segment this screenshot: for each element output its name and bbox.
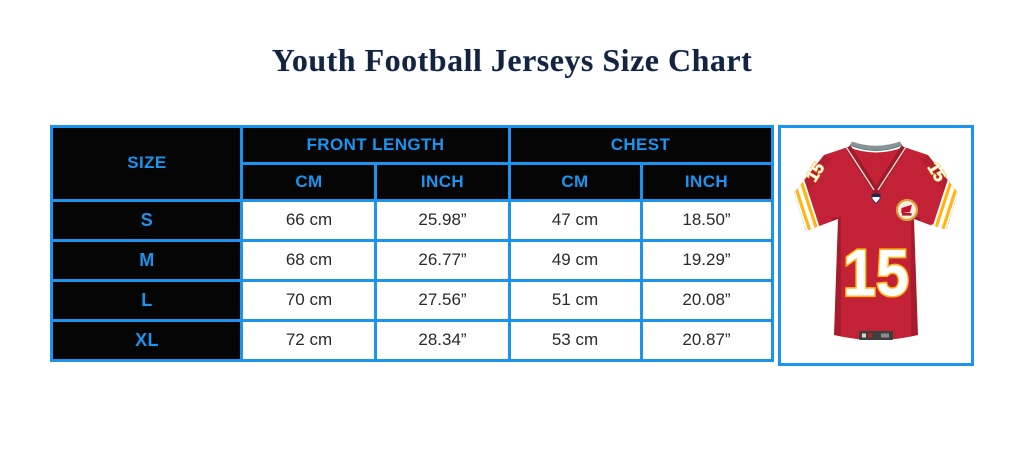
size-chart-section: SIZE FRONT LENGTH CHEST CM INCH CM INCH … <box>0 124 1024 366</box>
header-front-inch: INCH <box>374 161 511 202</box>
table-row-xl: XL 72 cm 28.34” 53 cm 20.87” <box>50 318 774 362</box>
size-cell: XL <box>50 318 244 362</box>
header-chest: CHEST <box>507 124 774 165</box>
size-chart-table: SIZE FRONT LENGTH CHEST CM INCH CM INCH … <box>50 124 774 362</box>
jersey-image: 15 15 15 <box>793 141 958 341</box>
chest-inch-cell: 18.50” <box>639 198 774 242</box>
header-unit-row: CM INCH CM INCH <box>52 161 774 202</box>
chest-cm-cell: 49 cm <box>507 238 643 282</box>
front-cm-cell: 68 cm <box>240 238 378 282</box>
chest-cm-cell: 53 cm <box>507 318 643 362</box>
page-title: Youth Football Jerseys Size Chart <box>271 42 753 78</box>
header-front-cm: CM <box>240 161 378 202</box>
header-chest-inch: INCH <box>639 161 774 202</box>
size-cell: L <box>50 278 244 322</box>
chest-inch-cell: 19.29” <box>639 238 774 282</box>
front-inch-cell: 28.34” <box>374 318 511 362</box>
jock-tag <box>858 331 893 341</box>
nfl-shield-icon <box>871 193 880 205</box>
header-chest-cm: CM <box>507 161 643 202</box>
header-front-length: FRONT LENGTH <box>240 124 511 165</box>
nike-swoosh-icon <box>928 224 955 234</box>
table-row-s: S 66 cm 25.98” 47 cm 18.50” <box>50 198 774 242</box>
jersey-number: 15 <box>842 237 908 310</box>
size-cell: M <box>50 238 244 282</box>
front-cm-cell: 72 cm <box>240 318 378 362</box>
inner-collar <box>849 141 902 151</box>
chiefs-patch-icon <box>895 199 918 222</box>
chest-inch-cell: 20.08” <box>639 278 774 322</box>
front-inch-cell: 27.56” <box>374 278 511 322</box>
header-group-row: SIZE FRONT LENGTH CHEST <box>50 124 774 202</box>
jersey-photo-cell: 15 15 15 <box>777 124 974 366</box>
front-cm-cell: 66 cm <box>240 198 378 242</box>
header-size: SIZE <box>50 124 244 202</box>
front-inch-cell: 25.98” <box>374 198 511 242</box>
front-inch-cell: 26.77” <box>374 238 511 282</box>
table-row-l: L 70 cm 27.56” 51 cm 20.08” <box>50 278 774 322</box>
collar <box>844 145 907 197</box>
jersey-body <box>793 147 958 341</box>
chest-inch-cell: 20.87” <box>639 318 774 362</box>
size-cell: S <box>50 198 244 242</box>
table-row-m: M 68 cm 26.77” 49 cm 19.29” <box>50 238 774 282</box>
front-cm-cell: 70 cm <box>240 278 378 322</box>
chest-cm-cell: 51 cm <box>507 278 643 322</box>
chest-cm-cell: 47 cm <box>507 198 643 242</box>
